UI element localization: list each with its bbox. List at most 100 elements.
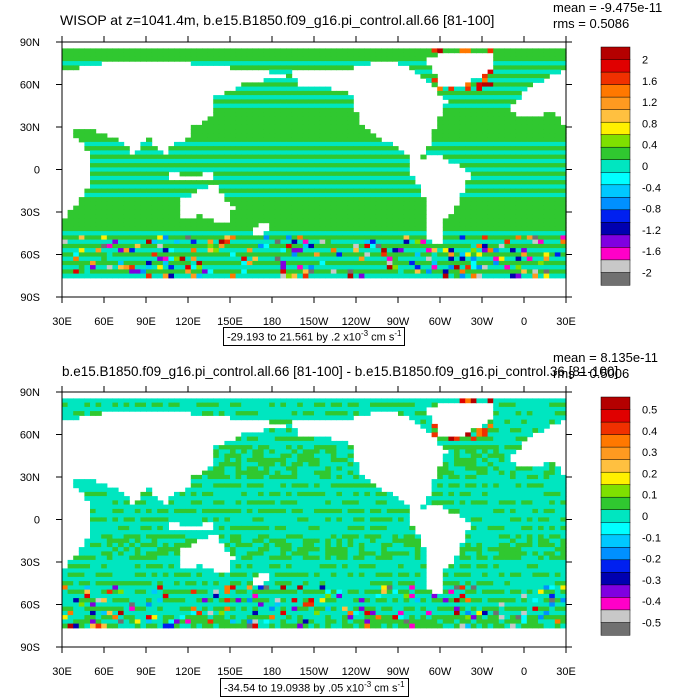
- field-cell: [162, 231, 169, 236]
- field-cell: [179, 171, 186, 177]
- field-cell: [202, 137, 209, 143]
- field-cell: [174, 141, 181, 147]
- field-cell: [84, 218, 91, 224]
- field-cell: [336, 209, 343, 215]
- field-cell: [549, 462, 556, 467]
- field-cell: [532, 222, 539, 228]
- field-cell: [235, 265, 242, 270]
- field-cell: [487, 252, 494, 258]
- field-cell: [364, 406, 371, 412]
- field-cell: [90, 48, 97, 54]
- field-cell: [95, 209, 102, 215]
- field-cell: [73, 248, 80, 253]
- field-cell: [62, 52, 69, 58]
- field-cell: [67, 226, 74, 232]
- field-cell: [90, 273, 97, 279]
- field-cell: [493, 256, 500, 262]
- field-cell: [554, 222, 561, 228]
- field-cell: [123, 269, 130, 275]
- field-cell: [213, 124, 220, 130]
- field-cell: [454, 120, 461, 126]
- field-cell: [314, 124, 321, 130]
- field-cell: [319, 65, 326, 71]
- field-cell: [106, 487, 113, 493]
- field-cell: [493, 133, 500, 139]
- field-cell: [504, 141, 511, 147]
- field-cell: [498, 99, 505, 105]
- field-cell: [504, 197, 511, 202]
- field-cell: [230, 184, 237, 190]
- field-cell: [213, 56, 220, 62]
- field-cell: [510, 150, 517, 156]
- field-cell: [263, 474, 270, 480]
- field-cell: [258, 491, 265, 497]
- field-cell: [336, 445, 343, 450]
- field-cell: [459, 445, 466, 450]
- field-cell: [129, 188, 136, 194]
- field-cell: [532, 163, 539, 168]
- field-cell: [213, 171, 220, 177]
- field-cell: [364, 201, 371, 207]
- field-cell: [263, 487, 270, 493]
- field-cell: [95, 184, 102, 190]
- field-cell: [241, 432, 248, 438]
- field-cell: [73, 398, 80, 404]
- colorbar-label: 0.8: [642, 118, 657, 130]
- field-cell: [241, 90, 248, 96]
- field-cell: [269, 192, 276, 198]
- field-cell: [291, 52, 298, 58]
- field-cell: [498, 167, 505, 173]
- field-cell: [532, 52, 539, 58]
- field-cell: [95, 273, 102, 279]
- field-cell: [274, 415, 281, 421]
- field-cell: [106, 252, 113, 258]
- field-cell: [521, 124, 528, 130]
- field-cell: [560, 406, 567, 412]
- field-cell: [140, 235, 147, 241]
- field-cell: [420, 48, 427, 54]
- field-cell: [263, 436, 270, 442]
- field-cell: [532, 466, 539, 472]
- field-cell: [409, 218, 416, 224]
- x-tick-label: 30E: [556, 316, 576, 328]
- field-cell: [78, 235, 85, 241]
- field-cell: [554, 205, 561, 211]
- field-cell: [207, 120, 214, 126]
- field-cell: [543, 133, 550, 139]
- field-cell: [196, 273, 203, 279]
- field-cell: [95, 56, 102, 62]
- field-cell: [454, 90, 461, 96]
- field-cell: [230, 231, 237, 236]
- field-cell: [347, 167, 354, 173]
- field-cell: [241, 235, 248, 241]
- field-cell: [168, 252, 175, 258]
- field-cell: [123, 154, 130, 160]
- field-cell: [274, 491, 281, 497]
- field-cell: [515, 61, 522, 66]
- field-cell: [101, 180, 108, 185]
- field-cell: [207, 180, 214, 185]
- field-cell: [386, 491, 393, 497]
- field-cell: [336, 133, 343, 139]
- field-cell: [157, 192, 164, 198]
- field-cell: [319, 449, 326, 455]
- field-cell: [470, 188, 477, 194]
- field-cell: [190, 141, 197, 147]
- field-cell: [526, 243, 533, 249]
- field-cell: [353, 52, 360, 58]
- field-cell: [465, 252, 472, 258]
- field-cell: [493, 90, 500, 96]
- field-cell: [263, 265, 270, 270]
- field-cell: [476, 154, 483, 160]
- field-cell: [543, 154, 550, 160]
- field-cell: [123, 184, 130, 190]
- field-cell: [246, 146, 253, 151]
- field-cell: [543, 398, 550, 404]
- field-cell: [297, 150, 304, 156]
- field-cell: [448, 449, 455, 455]
- field-cell: [470, 171, 477, 177]
- field-cell: [179, 402, 186, 408]
- field-cell: [358, 252, 365, 258]
- field-cell: [207, 231, 214, 236]
- field-cell: [162, 171, 169, 177]
